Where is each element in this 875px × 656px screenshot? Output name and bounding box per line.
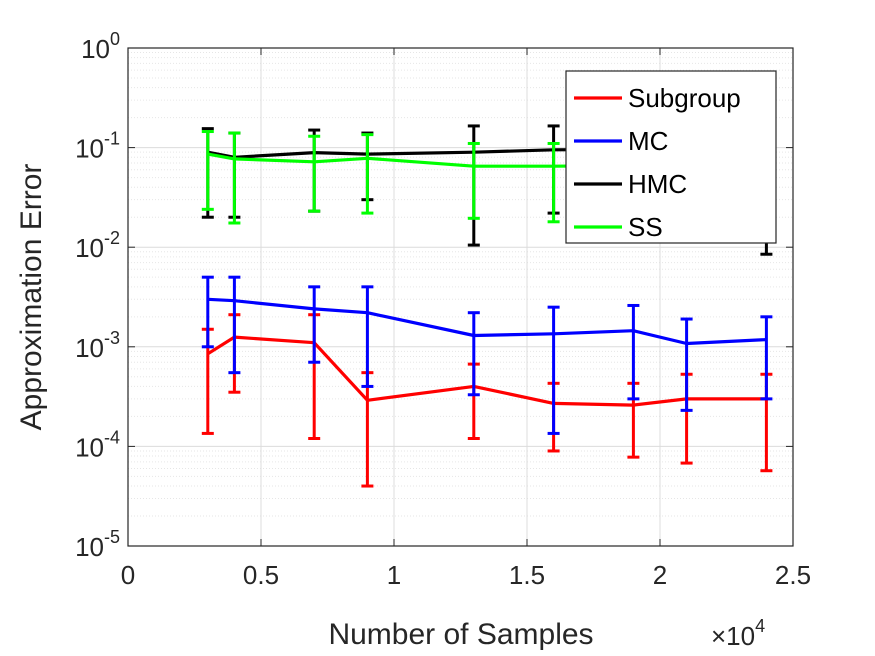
- y-tick-base: 10: [75, 233, 104, 263]
- y-tick-base: 10: [75, 532, 104, 562]
- legend: Subgroup MC HMC SS: [565, 70, 777, 244]
- y-tick-label: 10-2: [75, 228, 120, 263]
- y-tick-label: 100: [81, 29, 120, 64]
- series-mc: [201, 275, 773, 435]
- x-tick-label: 1.5: [509, 560, 545, 590]
- x-axis-multiplier: ×104: [711, 616, 765, 651]
- y-axis-label: Approximation Error: [15, 164, 48, 431]
- legend-label-subgroup: Subgroup: [628, 83, 741, 113]
- y-tick-exponent: -3: [104, 328, 120, 348]
- legend-label-mc: MC: [628, 126, 668, 156]
- x-tick-label: 0: [121, 560, 135, 590]
- y-tick-base: 10: [81, 34, 110, 64]
- x-tick-label: 1: [387, 560, 401, 590]
- y-tick-label: 10-1: [75, 129, 120, 164]
- y-tick-label: 10-3: [75, 328, 120, 363]
- y-tick-exponent: -5: [104, 527, 120, 547]
- y-tick-label: 10-4: [75, 427, 120, 462]
- x-multiplier-exponent: 4: [755, 616, 765, 636]
- y-tick-base: 10: [75, 432, 104, 462]
- y-tick-exponent: -4: [104, 427, 120, 447]
- y-tick-exponent: -2: [104, 228, 120, 248]
- y-tick-base: 10: [75, 134, 104, 164]
- x-tick-label: 2: [653, 560, 667, 590]
- mc-line: [207, 297, 767, 346]
- legend-label-hmc: HMC: [628, 169, 687, 199]
- x-tick-label: 2.5: [775, 560, 811, 590]
- y-tick-base: 10: [75, 333, 104, 363]
- y-tick-exponent: -1: [104, 129, 120, 149]
- y-tick-label: 10-5: [75, 527, 120, 562]
- x-multiplier-base: ×10: [711, 621, 755, 651]
- x-axis-label: Number of Samples: [328, 618, 593, 651]
- y-tick-exponent: 0: [110, 29, 120, 49]
- legend-label-ss: SS: [628, 212, 663, 242]
- plot-frame: [127, 47, 794, 547]
- x-tick-label: 0.5: [243, 560, 279, 590]
- legend-box: [565, 70, 777, 244]
